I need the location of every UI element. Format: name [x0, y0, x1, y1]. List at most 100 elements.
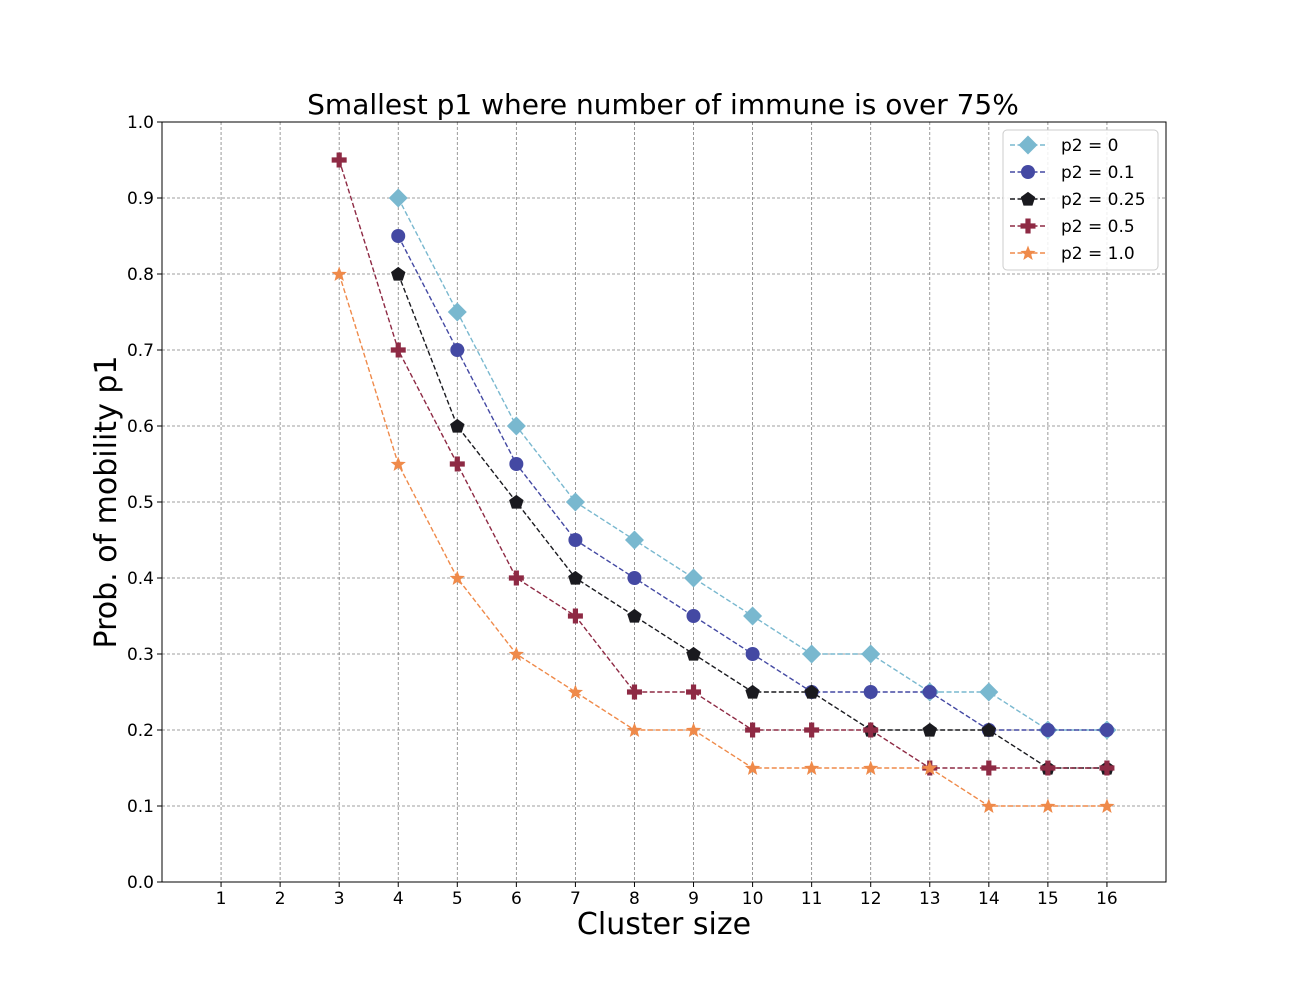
data-point [863, 722, 879, 738]
data-point [745, 684, 760, 699]
data-point [686, 684, 702, 700]
series-layer [331, 152, 1117, 813]
x-tick-label: 10 [742, 889, 764, 909]
y-tick-label: 0.3 [127, 645, 154, 665]
data-point [331, 152, 347, 168]
y-tick-label: 0.9 [127, 189, 154, 209]
data-point [1040, 723, 1055, 737]
data-point [686, 609, 701, 623]
data-point [568, 570, 583, 585]
data-point [922, 685, 937, 699]
y-axis-label: Prob. of mobility p1 [89, 356, 124, 649]
data-point [686, 646, 701, 661]
data-point [804, 722, 820, 738]
legend-label: p2 = 1.0 [1061, 244, 1135, 264]
data-point [388, 188, 408, 208]
series-line [338, 159, 1107, 769]
data-point [981, 722, 997, 737]
x-tick-label: 5 [452, 889, 463, 909]
data-point [391, 266, 406, 281]
data-point [331, 266, 347, 281]
legend-box [1002, 129, 1159, 271]
data-point [1040, 760, 1056, 776]
data-point [626, 722, 643, 737]
legend-marker [1020, 191, 1036, 206]
x-axis-label: Cluster size [577, 907, 751, 942]
data-point [1099, 723, 1114, 737]
data-point [509, 494, 524, 509]
y-tick-label: 0.8 [127, 265, 154, 285]
data-point [626, 684, 642, 700]
data-point [508, 646, 524, 661]
data-point [506, 416, 526, 436]
y-tick-label: 0.7 [127, 341, 154, 361]
data-point [390, 456, 406, 471]
data-point [450, 343, 465, 357]
legend-item: p2 = 0.5 [1010, 217, 1135, 237]
legend-item: p2 = 0.1 [1010, 163, 1135, 183]
data-point [567, 608, 583, 624]
data-point [685, 722, 702, 737]
y-tick-label: 1.0 [127, 113, 154, 133]
data-point [684, 568, 704, 588]
x-tick-label: 6 [511, 889, 522, 909]
data-point [863, 760, 879, 775]
data-point [745, 722, 761, 738]
data-point [922, 760, 938, 775]
x-tick-label: 3 [334, 889, 345, 909]
data-point [804, 684, 819, 699]
legend-item: p2 = 0.25 [1010, 190, 1146, 210]
x-tick-label: 12 [860, 889, 882, 909]
x-tick-label: 4 [393, 889, 404, 909]
legend-marker [1020, 218, 1036, 234]
series-p2-1-0 [331, 266, 1115, 813]
data-point [744, 760, 761, 775]
legend-item: p2 = 1.0 [1010, 244, 1135, 264]
legend-label: p2 = 0.25 [1061, 190, 1146, 210]
x-axis: 1 2 3 4 5 6 7 8 9 10 11 12 13 14 15 16 [216, 882, 1118, 909]
data-point [627, 571, 642, 585]
data-point [449, 570, 465, 585]
x-tick-label: 1 [216, 889, 227, 909]
y-tick-label: 0.5 [127, 493, 154, 513]
legend-marker [1020, 245, 1036, 260]
data-point [979, 682, 999, 702]
chart-title: Smallest p1 where number of immune is ov… [307, 88, 1019, 121]
data-point [922, 722, 937, 737]
x-tick-label: 15 [1037, 889, 1059, 909]
data-point [627, 608, 642, 623]
x-tick-label: 9 [688, 889, 699, 909]
legend: p2 = 0 p2 = 0.1 p2 = 0.25 p2 = 0.5 p2 = 1.0 [1002, 129, 1159, 271]
data-point [391, 229, 406, 243]
data-point [390, 342, 406, 358]
data-point [802, 644, 822, 664]
data-point [449, 456, 465, 472]
series-p2-0-5 [331, 152, 1115, 776]
data-point [1040, 798, 1056, 813]
data-point [743, 606, 763, 626]
x-tick-label: 7 [570, 889, 581, 909]
x-tick-label: 13 [919, 889, 941, 909]
legend-label: p2 = 0 [1061, 136, 1118, 156]
legend-label: p2 = 0.5 [1061, 217, 1135, 237]
y-tick-label: 0.4 [127, 569, 154, 589]
y-tick-label: 0.6 [127, 417, 154, 437]
data-point [447, 302, 467, 322]
data-point [804, 760, 820, 775]
legend-marker [1018, 135, 1038, 155]
data-point [861, 644, 881, 664]
legend-item: p2 = 0 [1010, 135, 1118, 156]
data-point [1099, 760, 1115, 776]
data-point [981, 798, 997, 813]
x-tick-label: 2 [275, 889, 286, 909]
series-p2-0-25 [391, 266, 1115, 775]
data-point [981, 760, 997, 776]
data-point [624, 530, 644, 550]
y-tick-label: 0.1 [127, 797, 154, 817]
y-tick-label: 0.2 [127, 721, 154, 741]
data-point [508, 570, 524, 586]
data-point [450, 418, 465, 433]
x-tick-label: 16 [1096, 889, 1118, 909]
x-tick-label: 11 [801, 889, 823, 909]
